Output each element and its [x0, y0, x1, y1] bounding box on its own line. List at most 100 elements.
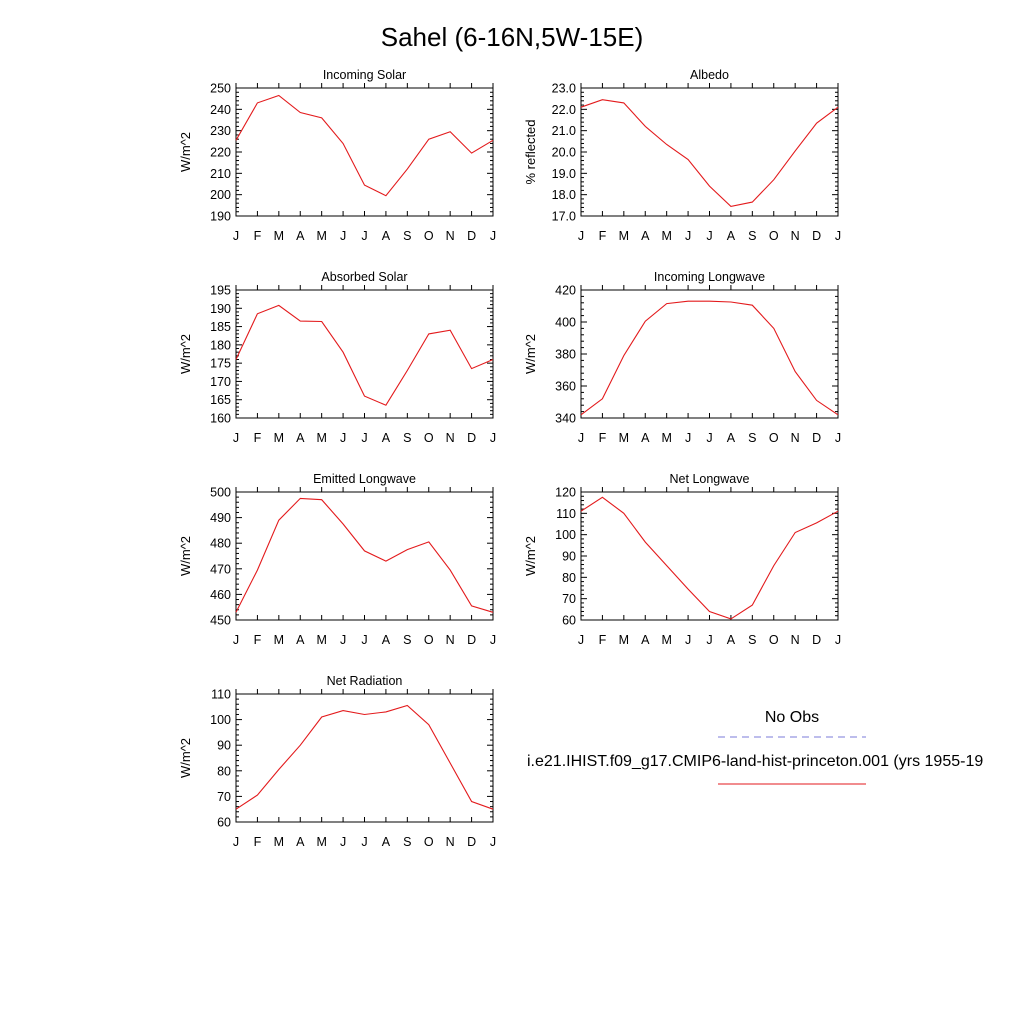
figure-title: Sahel (6-16N,5W-15E)	[381, 22, 644, 52]
x-tick-label: N	[791, 229, 800, 243]
plot-frame	[580, 289, 839, 419]
y-tick-label: 210	[210, 167, 231, 181]
panel-title: Net Radiation	[327, 674, 403, 688]
x-tick-label: J	[685, 229, 691, 243]
x-tick-label: J	[578, 229, 584, 243]
x-tick-label: M	[274, 633, 284, 647]
y-tick-label: 60	[562, 614, 576, 628]
x-tick-label: J	[835, 633, 841, 647]
x-tick-label: S	[403, 835, 411, 849]
x-tick-label: M	[316, 633, 326, 647]
x-tick-label: F	[254, 431, 262, 445]
panel-title: Albedo	[690, 68, 729, 82]
y-tick-label: 100	[555, 528, 576, 542]
panel-title: Incoming Solar	[323, 68, 406, 82]
x-tick-label: F	[599, 229, 607, 243]
x-tick-label: S	[403, 431, 411, 445]
x-tick-label: S	[403, 229, 411, 243]
x-tick-label: J	[233, 431, 239, 445]
x-tick-label: J	[490, 835, 496, 849]
x-tick-label: F	[254, 633, 262, 647]
x-tick-label: N	[446, 835, 455, 849]
x-tick-label: M	[274, 229, 284, 243]
x-tick-label: J	[361, 431, 367, 445]
y-tick-label: 340	[555, 412, 576, 426]
y-tick-label: 90	[217, 739, 231, 753]
x-tick-label: D	[467, 633, 476, 647]
series-line	[580, 99, 839, 207]
x-tick-label: J	[578, 633, 584, 647]
x-tick-label: A	[641, 431, 650, 445]
x-tick-label: J	[340, 431, 346, 445]
x-tick-label: F	[599, 633, 607, 647]
series-line	[580, 300, 839, 416]
x-tick-label: A	[382, 229, 391, 243]
x-tick-label: S	[748, 431, 756, 445]
y-tick-label: 360	[555, 380, 576, 394]
x-tick-label: F	[254, 229, 262, 243]
plot-frame	[235, 87, 494, 217]
plot-frame	[235, 491, 494, 621]
plot-frame	[580, 87, 839, 217]
x-tick-label: J	[490, 633, 496, 647]
x-tick-label: D	[812, 431, 821, 445]
y-tick-label: 460	[210, 588, 231, 602]
x-tick-label: J	[490, 431, 496, 445]
x-tick-label: N	[446, 633, 455, 647]
x-tick-label: M	[316, 835, 326, 849]
y-axis-label: W/m^2	[523, 334, 538, 374]
y-tick-label: 165	[210, 393, 231, 407]
y-axis-label: W/m^2	[178, 738, 193, 778]
y-axis-label: W/m^2	[523, 536, 538, 576]
x-tick-label: J	[706, 229, 712, 243]
x-tick-label: S	[403, 633, 411, 647]
x-tick-label: M	[316, 431, 326, 445]
x-tick-label: N	[446, 431, 455, 445]
plot-frame	[235, 289, 494, 419]
panel-title: Absorbed Solar	[321, 270, 407, 284]
y-tick-label: 110	[556, 507, 576, 521]
y-tick-label: 400	[555, 316, 576, 330]
x-tick-label: A	[727, 229, 736, 243]
y-tick-label: 220	[210, 146, 231, 160]
x-tick-label: M	[619, 633, 629, 647]
x-tick-label: J	[490, 229, 496, 243]
x-tick-label: J	[340, 229, 346, 243]
x-tick-label: A	[641, 633, 650, 647]
x-tick-label: J	[835, 431, 841, 445]
x-tick-label: S	[748, 229, 756, 243]
x-tick-label: D	[812, 229, 821, 243]
x-tick-label: A	[641, 229, 650, 243]
x-tick-label: O	[769, 229, 779, 243]
y-axis-label: W/m^2	[178, 334, 193, 374]
x-tick-label: D	[812, 633, 821, 647]
y-tick-label: 120	[555, 486, 576, 500]
series-line	[235, 704, 494, 810]
x-tick-label: J	[340, 835, 346, 849]
x-tick-label: N	[791, 633, 800, 647]
x-tick-label: S	[748, 633, 756, 647]
y-tick-label: 60	[217, 816, 231, 830]
y-tick-label: 100	[210, 713, 231, 727]
x-tick-label: M	[619, 229, 629, 243]
y-tick-label: 160	[210, 412, 231, 426]
series-line	[235, 304, 494, 406]
x-tick-label: M	[619, 431, 629, 445]
y-tick-label: 18.0	[552, 188, 576, 202]
x-tick-label: O	[769, 431, 779, 445]
legend-obs-label: No Obs	[765, 709, 819, 726]
x-tick-label: O	[424, 633, 434, 647]
y-tick-label: 17.0	[552, 210, 576, 224]
y-tick-label: 190	[210, 302, 231, 316]
y-tick-label: 70	[562, 592, 576, 606]
y-tick-label: 470	[210, 562, 231, 576]
x-tick-label: F	[599, 431, 607, 445]
x-tick-label: M	[274, 431, 284, 445]
y-tick-label: 480	[210, 537, 231, 551]
x-tick-label: A	[382, 431, 391, 445]
